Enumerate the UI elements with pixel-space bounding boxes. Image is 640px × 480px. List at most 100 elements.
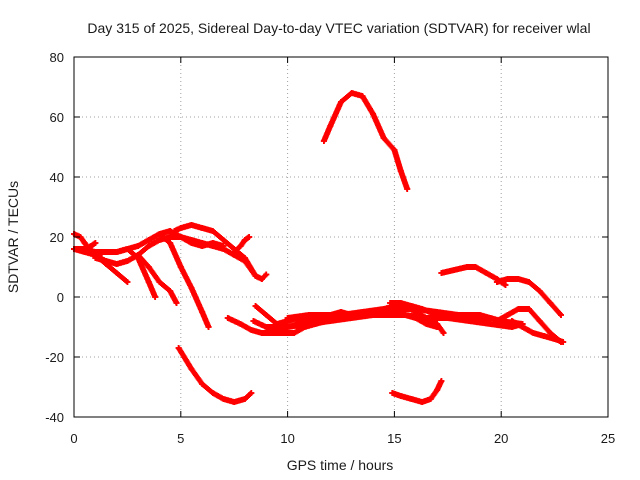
data-point — [530, 330, 537, 336]
data-point — [124, 279, 131, 285]
data-point — [305, 312, 312, 318]
data-point — [209, 228, 216, 234]
series-arc-20 — [389, 378, 445, 405]
series-arc-4 — [81, 240, 99, 252]
data-point — [88, 243, 95, 249]
y-axis-label: SDTVAR / TECUs — [5, 181, 21, 293]
data-point — [103, 249, 110, 255]
series-arc-22 — [493, 276, 565, 318]
data-point — [338, 99, 344, 105]
data-point — [348, 90, 355, 96]
data-point — [237, 321, 244, 327]
chart-title: Day 315 of 2025, Sidereal Day-to-day VTE… — [87, 20, 590, 36]
data-point — [408, 396, 415, 402]
data-point — [284, 324, 291, 330]
data-point — [423, 321, 430, 327]
data-point — [167, 288, 174, 294]
data-point — [173, 300, 180, 306]
data-point — [316, 318, 323, 324]
data-point — [455, 315, 462, 321]
data-point — [284, 315, 291, 321]
series-arc-23 — [493, 306, 565, 345]
data-point — [472, 264, 479, 270]
data-point — [231, 399, 238, 405]
data-point — [320, 138, 327, 144]
series-arc-18 — [387, 300, 494, 321]
series-arc-19 — [320, 90, 411, 192]
data-point — [177, 264, 184, 270]
x-axis-label: GPS time / hours — [287, 457, 394, 473]
data-point — [199, 309, 206, 315]
data-point — [515, 306, 522, 312]
data-point — [551, 336, 558, 342]
data-point — [113, 249, 120, 255]
data-point — [188, 285, 195, 291]
data-point — [135, 252, 142, 258]
data-point — [451, 267, 458, 273]
data-point — [209, 390, 216, 396]
data-point — [92, 255, 99, 261]
series-arc-21 — [438, 264, 509, 288]
data-point — [397, 393, 404, 399]
data-point — [145, 264, 152, 270]
data-point — [145, 243, 152, 249]
data-point — [241, 237, 248, 243]
data-point — [295, 318, 302, 324]
data-point — [408, 303, 415, 309]
y-tick-label: 60 — [50, 110, 64, 125]
y-tick-label: 80 — [50, 50, 64, 65]
axis-ticks: 0 5 10 15 20 25 -40 -20 0 20 40 60 80 — [45, 50, 615, 446]
data-point — [248, 390, 255, 396]
data-point — [502, 282, 509, 288]
data-point — [263, 324, 270, 330]
data-point — [258, 330, 265, 336]
series-markers — [508, 318, 567, 345]
data-point — [402, 312, 409, 318]
data-point — [220, 396, 227, 402]
data-point — [560, 339, 567, 345]
data-point — [327, 123, 334, 129]
data-point — [258, 276, 265, 282]
data-point — [188, 240, 195, 246]
data-point — [156, 237, 163, 243]
data-point — [434, 387, 441, 393]
x-tick-label: 20 — [494, 431, 508, 446]
data-point — [419, 306, 426, 312]
data-point — [81, 246, 88, 252]
data-point — [124, 246, 131, 252]
data-point — [237, 243, 244, 249]
x-tick-label: 10 — [280, 431, 294, 446]
data-point — [263, 271, 270, 278]
data-point — [525, 279, 532, 285]
data-point — [92, 240, 99, 246]
data-point — [493, 318, 500, 324]
data-point — [483, 270, 490, 276]
series-arc-6 — [135, 252, 180, 306]
data-point — [487, 321, 494, 327]
data-point — [167, 240, 174, 246]
data-point — [188, 222, 195, 228]
data-point — [540, 333, 547, 339]
data-point — [338, 315, 344, 321]
data-point — [525, 306, 532, 312]
data-point — [404, 186, 411, 192]
x-tick-label: 25 — [601, 431, 615, 446]
data-point — [280, 330, 287, 336]
data-point — [152, 294, 159, 300]
y-tick-label: -20 — [45, 350, 64, 365]
data-point — [504, 312, 511, 318]
data-point — [519, 324, 526, 330]
data-point — [464, 264, 471, 270]
data-point — [205, 324, 212, 330]
data-point — [291, 330, 298, 336]
data-point — [438, 270, 445, 276]
data-point — [423, 315, 430, 321]
data-point — [177, 234, 184, 240]
data-point — [248, 327, 255, 333]
data-point — [135, 243, 142, 249]
data-point — [359, 93, 366, 99]
data-point — [241, 255, 248, 261]
series-arc-24 — [508, 318, 567, 345]
data-point — [380, 312, 387, 318]
data-point — [177, 225, 184, 231]
